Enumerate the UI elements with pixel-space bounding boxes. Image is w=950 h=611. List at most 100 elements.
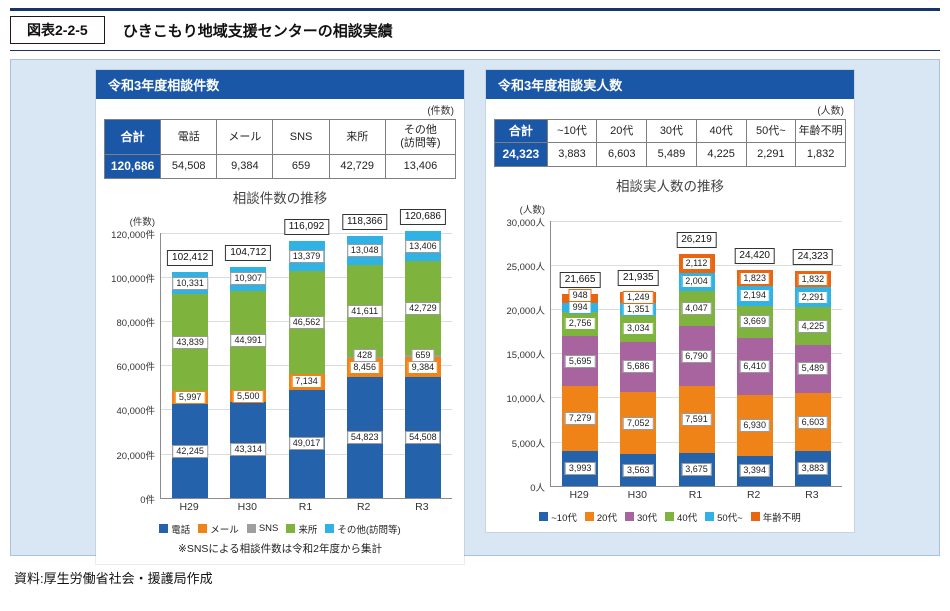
segment-value-label: 8,456	[349, 360, 380, 374]
legend-swatch-icon	[539, 512, 549, 522]
legend-swatch-icon	[705, 512, 715, 522]
table-value-cell: 42,729	[328, 154, 386, 179]
total-value-label: 24,420	[734, 248, 775, 265]
x-axis-label: R2	[356, 500, 371, 513]
y-axis-tick-label: 0人	[530, 482, 545, 494]
legend-swatch-icon	[750, 512, 760, 522]
segment-value-label: 42,245	[172, 444, 208, 458]
segment-value-label: 6,930	[739, 418, 770, 432]
table-header-row: 合計 電話 メール SNS 来所 その他 (訪問等)	[103, 118, 457, 156]
x-axis-label: H30	[627, 488, 647, 501]
legend-item: 30代	[624, 510, 658, 524]
segment-value-label: 44,991	[230, 333, 267, 347]
segment-value-label: 41,611	[347, 304, 383, 318]
segment-value-label: 9,384	[407, 360, 439, 374]
table-value-cell: 659	[272, 154, 330, 179]
segment-value-label: 2,291	[797, 290, 829, 304]
legend-item: ~10代	[539, 510, 577, 524]
segment-value-label: 49,017	[288, 437, 325, 451]
table-header-cell: その他 (訪問等)	[384, 118, 457, 156]
x-axis-label: R3	[805, 488, 819, 501]
table-header-total: 合計	[103, 118, 162, 156]
segment-value-label: 1,249	[623, 290, 654, 304]
persons-chart-y-unit: (人数)	[519, 204, 545, 216]
legend-item: その他(訪問等)	[325, 522, 401, 536]
table-header-cell: 50代~	[745, 118, 797, 144]
table-header-cell: 年齢不明	[795, 118, 846, 144]
segment-value-label: 5,686	[623, 360, 654, 374]
segment-value-label: 4,047	[681, 301, 712, 315]
segment-value-label: 5,695	[564, 354, 596, 368]
total-value-label: 26,219	[676, 232, 717, 249]
segment-value-label: 5,500	[233, 389, 264, 403]
table-header-cell: メール	[216, 118, 274, 156]
table-total-value: 24,323	[494, 142, 548, 167]
segment-value-label: 3,563	[623, 463, 654, 477]
segment-value-label: 994	[568, 300, 592, 314]
count-chart-y-unit: (件数)	[129, 216, 155, 228]
y-axis-tick-label: 120,000件	[111, 229, 155, 241]
x-axis-label: H29	[569, 488, 589, 501]
table-header-row: 合計 ~10代 20代 30代 40代 50代~ 年齢不明	[494, 118, 846, 144]
legend-swatch-icon	[665, 512, 675, 522]
count-table: 合計 電話 メール SNS 来所 その他 (訪問等) 120,686 54,508 9,384 6…	[103, 118, 457, 179]
y-axis-tick-label: 0件	[140, 494, 155, 506]
count-chart-title: 相談件数の推移	[232, 190, 328, 206]
segment-value-label: 6,410	[739, 359, 770, 373]
legend-label: 電話	[171, 524, 191, 536]
segment-value-label: 3,883	[797, 462, 829, 476]
table-header-total: 合計	[494, 118, 548, 144]
segment-value-label: 54,508	[405, 431, 441, 445]
segment-value-label: 43,839	[172, 336, 208, 350]
count-chart-plot: (件数) 0件 20,000件 40,000件 60,000件 80,000件 100,0…	[111, 209, 452, 506]
table-header-cell: 20代	[596, 118, 648, 144]
consultation-count-card: 令和3年度相談件数 (件数) 合計 電話 メール SNS 来所 その他 (訪問等) 120,…	[96, 70, 464, 564]
legend-label: 20代	[596, 512, 617, 524]
table-value-cell: 13,406	[384, 154, 457, 179]
legend-label: 年齢不明	[762, 512, 801, 524]
segment-value-label: 2,112	[681, 257, 712, 270]
segment-value-label: 2,004	[681, 275, 712, 289]
count-unit-label: (件数)	[427, 106, 454, 117]
legend-swatch-icon	[246, 524, 256, 534]
figure-page: 図表2-2-5 ひきこもり地域支援センターの相談実績 令和3年度相談件数 (件数…	[0, 8, 950, 587]
persons-table: 合計 ~10代 20代 30代 40代 50代~ 年齢不明 24,323 3,883 6,603 5…	[494, 118, 846, 167]
legend-label: 30代	[636, 512, 658, 524]
count-chart-legend: 電話 メール SNS 来所 その他(訪問等)	[96, 522, 464, 536]
legend-item: SNS	[246, 522, 278, 536]
segment-value-label: 948	[568, 288, 592, 302]
y-axis-tick-label: 20,000件	[116, 450, 155, 462]
legend-swatch-icon	[286, 524, 296, 534]
content-panel: 令和3年度相談件数 (件数) 合計 電話 メール SNS 来所 その他 (訪問等) 120,…	[10, 59, 940, 564]
segment-value-label: 13,406	[405, 239, 441, 253]
y-axis-tick-label: 80,000件	[116, 318, 155, 330]
segment-value-label: 13,048	[346, 244, 383, 258]
total-value-label: 116,092	[283, 219, 330, 236]
gridline	[551, 220, 842, 222]
legend-label: メール	[210, 524, 239, 536]
segment-value-label: 42,729	[405, 301, 441, 315]
legend-label: その他(訪問等)	[337, 524, 401, 536]
segment-value-label: 10,907	[230, 272, 267, 286]
legend-label: ~10代	[551, 512, 577, 524]
y-axis-tick-label: 25,000人	[506, 261, 545, 273]
segment-value-label: 1,832	[797, 272, 829, 286]
table-value-row: 24,323 3,883 6,603 5,489 4,225 2,291 1,832	[494, 142, 846, 167]
y-axis-tick-label: 5,000人	[511, 438, 545, 450]
segment-value-label: 3,993	[564, 461, 596, 475]
segment-value-label: 7,279	[564, 411, 596, 425]
figure-label: 図表2-2-5	[10, 16, 105, 44]
table-value-cell: 4,225	[695, 142, 747, 167]
segment-value-label: 5,489	[797, 362, 829, 376]
total-value-label: 21,935	[618, 270, 659, 287]
x-axis-label: R3	[415, 500, 429, 513]
table-header-cell: 40代	[695, 118, 747, 144]
persons-chart-title: 相談実人数の推移	[616, 178, 724, 194]
segment-value-label: 428	[353, 348, 377, 362]
segment-value-label: 1,823	[739, 271, 770, 285]
x-axis-label: R1	[298, 500, 313, 513]
segment-value-label: 54,823	[346, 430, 383, 444]
table-value-row: 120,686 54,508 9,384 659 42,729 13,406	[103, 154, 457, 179]
segment-value-label: 3,669	[739, 315, 770, 329]
table-value-cell: 9,384	[216, 154, 274, 179]
